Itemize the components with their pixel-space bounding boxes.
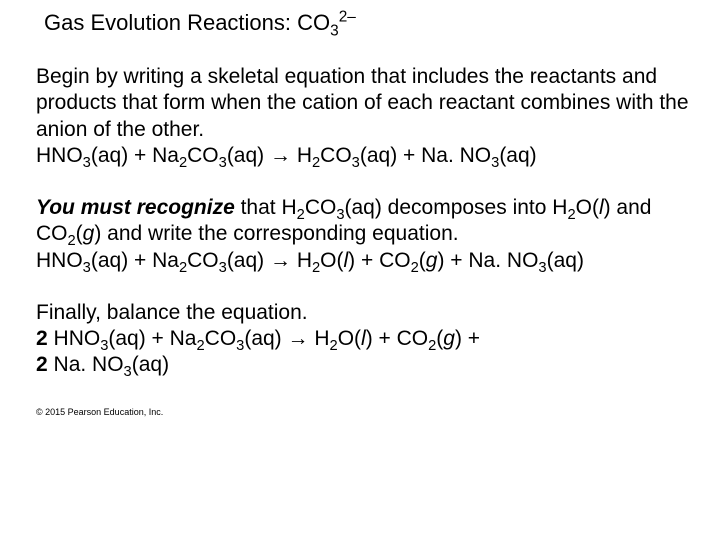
copyright-text: © 2015 Pearson Education, Inc. [36,407,692,417]
p2-eq-k: 2 [411,260,419,276]
title-sub: 3 [330,22,339,39]
p1-text: Begin by writing a skeletal equation tha… [36,65,689,141]
p1-eq-k: (aq) + Na. NO [360,144,491,167]
p2-eq-b: 3 [83,260,91,276]
p3-eq-o: 3 [124,364,132,380]
p2-eq-o: (aq) [547,249,584,272]
slide-title: Gas Evolution Reactions: CO32– [44,10,692,36]
para-1: Begin by writing a skeletal equation tha… [36,64,692,169]
p3-eq-g: (aq) → H [244,327,329,350]
p1-eq-f: 3 [219,155,227,171]
p1-eq-j: 3 [352,155,360,171]
p3-eq-it2: g [443,327,455,350]
p3-eq-e: CO [205,327,237,350]
p2-eq-l: ( [419,249,426,272]
p3-eq-i: O( [338,327,361,350]
p3-b2: 2 [36,353,48,376]
p3-b1: 2 [36,327,48,350]
p2-eq-n: 3 [538,260,546,276]
p1-eq-m: (aq) [499,144,536,167]
p1-eq-h: 2 [312,155,320,171]
p3-eq-c: (aq) + Na [108,327,196,350]
p1-eq-c: (aq) + Na [91,144,179,167]
p2-t7: ) and write the corresponding equation. [94,222,458,245]
para-2: You must recognize that H2CO3(aq) decomp… [36,195,692,274]
p3-eq-j: ) + CO [366,327,428,350]
p2-eq-it2: g [426,249,438,272]
p2-it2: g [83,222,95,245]
p1-eq-a: HNO [36,144,83,167]
p2-t2: CO [305,196,337,219]
p3-eq-d: 2 [196,338,204,354]
title-text: Gas Evolution Reactions: CO [44,10,330,35]
p1-eq-e: CO [187,144,219,167]
para-3: Finally, balance the equation. 2 HNO3(aq… [36,300,692,379]
p2-t1: that H [235,196,297,219]
p3-eq-a: HNO [48,327,101,350]
p1-eq-i: CO [320,144,352,167]
p2-s3: 2 [567,207,575,223]
p2-lead: You must recognize [36,196,235,219]
p2-eq-i: O( [320,249,343,272]
slide-container: Gas Evolution Reactions: CO32– Begin by … [0,0,720,417]
p2-s4: 2 [68,233,76,249]
p2-eq-j: ) + CO [348,249,410,272]
p2-eq-c: (aq) + Na [91,249,179,272]
p3-eq-h: 2 [330,338,338,354]
p2-eq-g: (aq) → H [227,249,312,272]
p2-t3: (aq) decomposes into H [344,196,567,219]
p1-eq-d: 2 [179,155,187,171]
p2-t6: ( [76,222,83,245]
p3-eq-p: (aq) [132,353,169,376]
p3-eq-n: Na. NO [48,353,124,376]
title-sup: 2– [339,9,356,26]
p1-eq-b: 3 [83,155,91,171]
p3-t1: Finally, balance the equation. [36,301,308,324]
p2-eq-f: 3 [219,260,227,276]
p1-eq-g: (aq) → H [227,144,312,167]
p3-eq-m: ) + [455,327,480,350]
p2-eq-h: 2 [312,260,320,276]
p2-eq-d: 2 [179,260,187,276]
p2-eq-m: ) + Na. NO [437,249,538,272]
p2-s1: 2 [297,207,305,223]
p2-eq-a: HNO [36,249,83,272]
p2-eq-e: CO [187,249,219,272]
p2-t4: O( [576,196,599,219]
